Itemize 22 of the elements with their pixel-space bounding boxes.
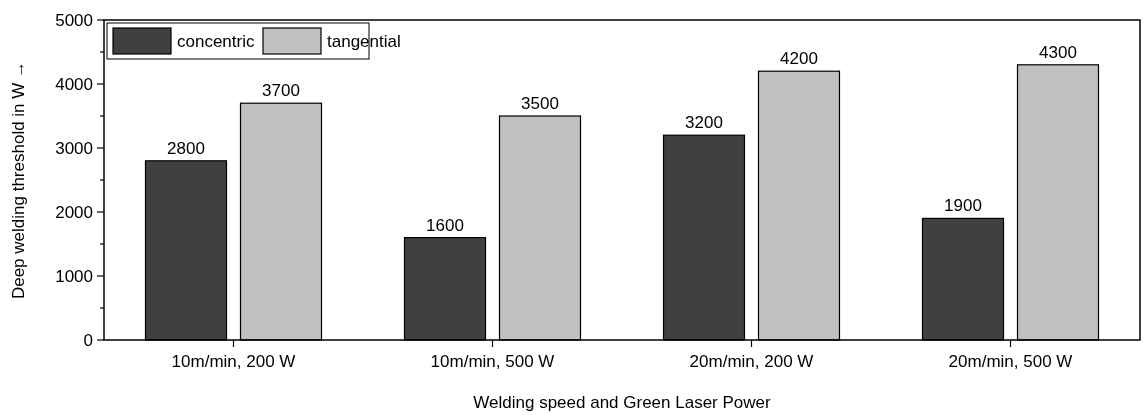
y-tick-label: 0 [83,330,93,350]
data-label: 3700 [262,81,300,101]
y-tick-label: 3000 [55,138,93,158]
data-label: 4300 [1039,42,1077,62]
data-label: 2800 [167,138,205,158]
y-tick-label: 1000 [55,266,93,286]
data-label: 1600 [426,215,464,235]
y-tick-label: 5000 [55,10,93,30]
x-tick-label: 20m/min, 500 W [948,352,1073,371]
data-label: 3500 [521,94,559,113]
legend-label: tangential [327,31,401,51]
data-label: 1900 [944,196,982,216]
y-axis-title: Deep welding threshold in W → [9,60,28,300]
x-tick-label: 10m/min, 200 W [171,352,296,371]
x-axis-title: Welding speed and Green Laser Power [473,393,772,412]
data-label: 4200 [780,49,818,69]
y-tick-label: 2000 [55,202,93,222]
x-tick-label: 10m/min, 500 W [430,352,555,371]
x-tick-label: 20m/min, 200 W [689,352,814,371]
legend-label: concentric [177,31,255,51]
y-tick-label: 4000 [55,74,93,94]
data-label: 3200 [685,113,723,133]
